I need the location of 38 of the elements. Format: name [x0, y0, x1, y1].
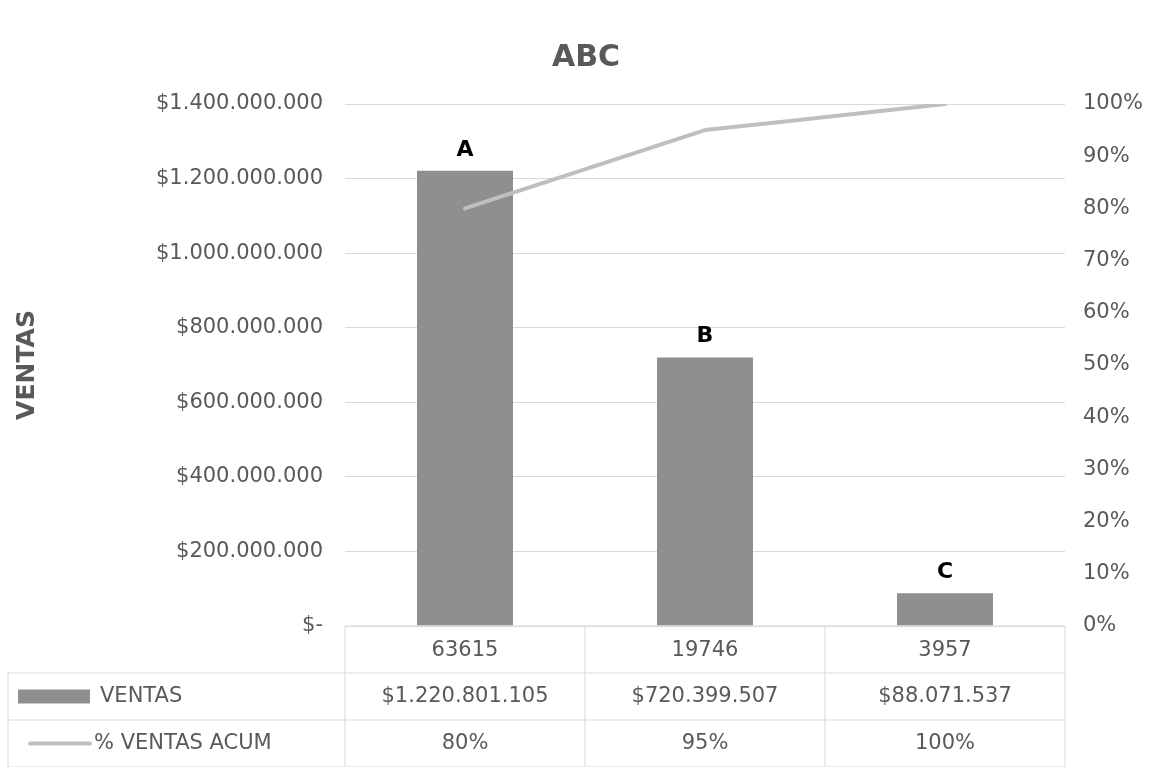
bar — [657, 357, 753, 626]
y2-tick-label: 10% — [1083, 560, 1130, 585]
legend-label: % VENTAS ACUM — [94, 729, 272, 754]
data-label: $88.071.537 — [878, 682, 1012, 707]
y-tick-label: $1.200.000.000 — [156, 165, 323, 190]
y2-tick-label: 30% — [1083, 455, 1130, 480]
y-axis-title: VENTAS — [10, 310, 40, 420]
y-tick-label: $600.000.000 — [176, 388, 323, 413]
y-tick-label: $- — [302, 612, 323, 637]
x-tick-label: 3957 — [918, 637, 972, 662]
y-tick-label: $800.000.000 — [176, 314, 323, 339]
y2-tick-label: 50% — [1083, 351, 1130, 376]
data-label: $720.399.507 — [631, 682, 779, 707]
y2-tick-label: 20% — [1083, 508, 1130, 533]
y-tick-label: $1.000.000.000 — [156, 239, 323, 264]
y-tick-label: $400.000.000 — [176, 463, 323, 488]
annotation: A — [456, 135, 474, 161]
bar — [897, 593, 993, 626]
legend-label: VENTAS — [100, 682, 183, 707]
annotation: B — [696, 322, 714, 348]
x-tick-label: 63615 — [431, 637, 499, 662]
y2-tick-label: 60% — [1083, 299, 1130, 324]
data-label: 100% — [914, 729, 976, 754]
bar — [417, 170, 513, 626]
chart-title: ABC — [551, 37, 621, 73]
y-tick-label: $200.000.000 — [176, 537, 323, 562]
y2-tick-label: 90% — [1083, 142, 1130, 167]
y2-tick-label: 80% — [1083, 194, 1130, 219]
x-tick-label: 19746 — [671, 637, 739, 662]
y2-tick-label: 0% — [1083, 612, 1117, 637]
y2-tick-label: 100% — [1083, 90, 1144, 115]
data-label: $1.220.801.105 — [381, 682, 549, 707]
data-label: 80% — [441, 729, 489, 754]
y2-tick-label: 70% — [1083, 247, 1130, 272]
y2-tick-label: 40% — [1083, 403, 1130, 428]
annotation: C — [936, 557, 954, 583]
y-tick-label: $1.400.000.000 — [156, 90, 323, 115]
data-label: 95% — [681, 729, 729, 754]
